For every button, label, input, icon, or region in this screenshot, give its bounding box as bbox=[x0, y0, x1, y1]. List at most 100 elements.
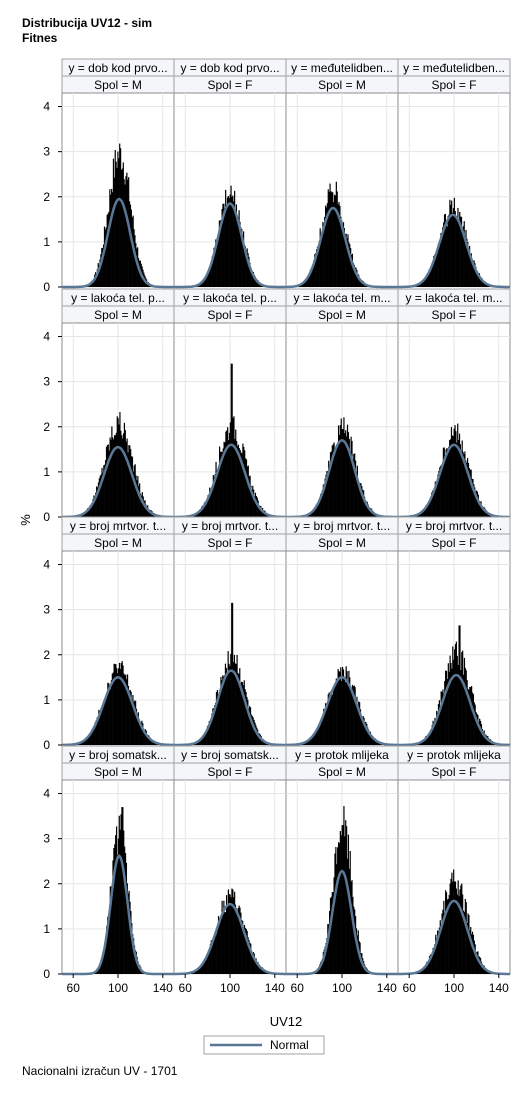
histogram-bar bbox=[352, 896, 354, 974]
histogram-bar bbox=[107, 915, 110, 974]
histogram-bar bbox=[471, 931, 474, 974]
histogram-bar bbox=[224, 212, 226, 287]
histogram-bar bbox=[127, 685, 130, 745]
histogram-bar bbox=[347, 685, 349, 745]
histogram-bar bbox=[451, 872, 453, 974]
histogram-bar bbox=[435, 718, 437, 745]
histogram-bar bbox=[122, 433, 125, 517]
histogram-bar bbox=[326, 203, 328, 287]
histogram-bar bbox=[231, 888, 233, 974]
histogram-bar bbox=[320, 492, 323, 517]
histogram-bar bbox=[463, 912, 466, 974]
histogram-bar bbox=[129, 445, 131, 517]
histogram-bar bbox=[135, 708, 138, 745]
histogram-bar bbox=[338, 843, 341, 974]
histogram-bar bbox=[111, 188, 113, 287]
histogram-bar bbox=[219, 920, 221, 974]
histogram-bar bbox=[346, 826, 348, 974]
histogram-bar bbox=[134, 700, 136, 745]
histogram-bar bbox=[322, 484, 324, 517]
histogram-bar bbox=[204, 733, 206, 745]
histogram-bar bbox=[456, 220, 458, 287]
histogram-bar bbox=[246, 248, 248, 287]
histogram-bar bbox=[262, 968, 264, 974]
histogram-bar bbox=[354, 460, 357, 517]
histogram-bar bbox=[210, 940, 212, 974]
histogram-bar bbox=[426, 736, 428, 745]
histogram-bar bbox=[87, 737, 89, 745]
histogram-bar bbox=[130, 449, 132, 517]
histogram-bar bbox=[320, 719, 322, 745]
histogram-bar bbox=[90, 731, 92, 745]
histogram-bar bbox=[425, 504, 427, 517]
histogram-bar bbox=[305, 742, 307, 745]
histogram-bar bbox=[423, 280, 425, 287]
histogram-bar bbox=[119, 143, 121, 287]
histogram-bar bbox=[225, 431, 227, 517]
histogram-bar bbox=[232, 602, 234, 745]
histogram-bar bbox=[116, 416, 118, 517]
histogram-bar bbox=[482, 507, 484, 517]
histogram-bar bbox=[434, 254, 436, 287]
y-tick-label: 1 bbox=[43, 693, 50, 707]
histogram-bar bbox=[118, 662, 121, 745]
histogram-bar bbox=[119, 829, 121, 974]
histogram-bar bbox=[483, 730, 485, 745]
histogram-bar bbox=[472, 260, 474, 287]
histogram-bar bbox=[339, 671, 341, 745]
histogram-bar bbox=[360, 483, 362, 517]
histogram-bar bbox=[243, 680, 245, 745]
histogram-bar bbox=[344, 836, 346, 974]
histogram-bar bbox=[109, 688, 112, 745]
histogram-bar bbox=[207, 727, 210, 745]
histogram-bar bbox=[443, 222, 445, 287]
histogram-bar bbox=[455, 888, 457, 974]
histogram-bar bbox=[130, 209, 132, 287]
histogram-bar bbox=[242, 927, 245, 974]
histogram-bar bbox=[229, 194, 231, 287]
histogram-bar bbox=[470, 469, 472, 517]
histogram-bar bbox=[103, 699, 105, 745]
histogram-bar bbox=[146, 735, 148, 745]
histogram-bar bbox=[98, 967, 100, 974]
histogram-bar bbox=[316, 503, 318, 517]
histogram-bar bbox=[432, 261, 434, 287]
histogram-bar bbox=[214, 932, 216, 974]
histogram-bar bbox=[475, 712, 477, 745]
histogram-bar bbox=[436, 930, 439, 974]
histogram-bar bbox=[345, 430, 347, 517]
histogram-bar bbox=[444, 680, 446, 745]
histogram-bar bbox=[120, 148, 122, 287]
histogram-bar bbox=[359, 709, 362, 745]
histogram-bar bbox=[341, 680, 343, 745]
histogram-bar bbox=[249, 707, 252, 745]
histogram-bar bbox=[359, 483, 361, 517]
histogram-bar bbox=[236, 219, 238, 287]
y-tick-label: 2 bbox=[43, 190, 50, 204]
histogram-bar bbox=[339, 831, 341, 974]
histogram-bar bbox=[452, 435, 454, 517]
histogram-bar bbox=[462, 674, 465, 745]
histogram-bar bbox=[356, 270, 358, 287]
histogram-bar bbox=[466, 457, 469, 517]
y-tick-label: 1 bbox=[43, 465, 50, 479]
histogram-bar bbox=[81, 741, 83, 745]
histogram-bar bbox=[462, 451, 464, 517]
panel-7: y = lakoća tel. m... Spol = M bbox=[285, 288, 399, 519]
histogram-bar bbox=[445, 892, 448, 974]
histogram-bar bbox=[213, 247, 215, 287]
histogram-bar bbox=[208, 494, 210, 517]
x-tick-label: 100 bbox=[108, 981, 128, 995]
histogram-bar bbox=[209, 487, 211, 517]
histogram-bar bbox=[320, 238, 322, 287]
histogram-bar bbox=[152, 740, 154, 745]
histogram-bar bbox=[464, 667, 466, 745]
normal-curve bbox=[398, 899, 510, 976]
histogram-bar bbox=[425, 736, 427, 745]
histogram-bar bbox=[246, 696, 248, 745]
col-header-label: Spol = F bbox=[207, 765, 252, 779]
histogram-bar bbox=[426, 961, 428, 974]
histogram-bar bbox=[322, 952, 324, 974]
histogram-bar bbox=[331, 693, 333, 745]
histogram-bar bbox=[91, 502, 93, 517]
